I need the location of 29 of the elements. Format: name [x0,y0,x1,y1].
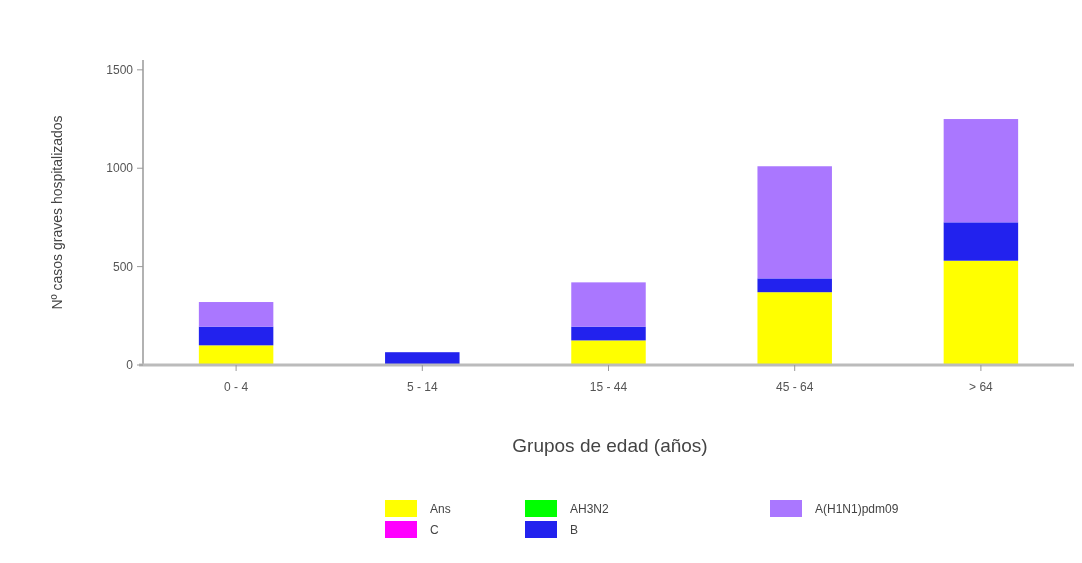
bar [198,326,274,346]
legend-label: A(H1N1)pdm09 [815,502,899,516]
bar [198,345,274,365]
x-axis-title: Grupos de edad (años) [512,435,708,456]
legend-label: B [570,523,579,537]
legend-label: Ans [430,502,451,516]
x-tick-label: > 64 [969,380,994,394]
x-tick-label: 45 - 64 [776,380,814,394]
bar [571,326,646,341]
y-tick-label: 500 [112,259,134,274]
bar [757,278,832,293]
x-tick-label: 0 - 4 [224,380,249,394]
bar [571,282,646,327]
y-tick-label: 1500 [106,62,134,77]
bar [943,260,1019,365]
bar [943,222,1019,261]
x-tick-label: 15 - 44 [589,380,628,394]
bar [757,292,832,365]
y-tick-label: 1000 [106,161,134,176]
bar [943,119,1019,223]
y-tick-label: 0 [126,358,134,372]
bar [385,352,460,365]
bar [198,302,274,327]
y-axis-title: Nº casos graves hospitalizados [49,115,65,310]
bar [571,340,646,365]
legend-label: AH3N2 [570,502,610,516]
x-tick-label: 5 - 14 [406,380,438,394]
bar [757,166,832,279]
legend-label: C [430,523,439,537]
